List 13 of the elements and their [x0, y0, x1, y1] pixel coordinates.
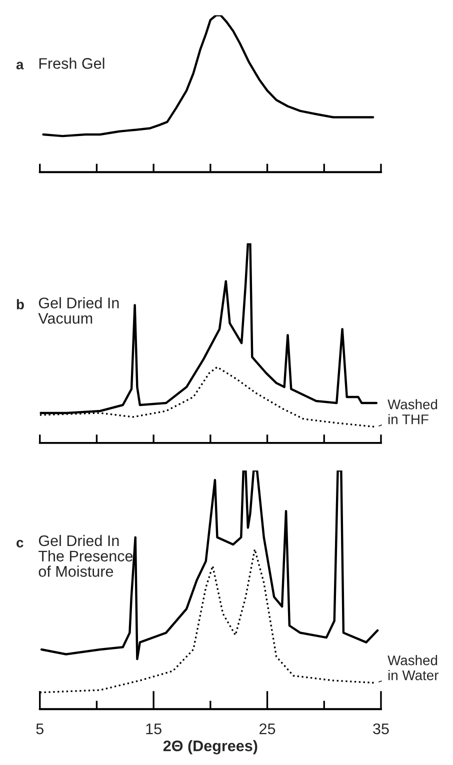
- x-tick-label: 5: [36, 724, 44, 734]
- series-label: Washed in THF: [388, 399, 438, 424]
- x-tick-label: 25: [260, 723, 276, 734]
- x-tick-label: 35: [373, 723, 389, 734]
- text: Gel Dried In Vacuum: [38, 297, 119, 324]
- text: a: [16, 62, 24, 70]
- text: Gel Dried In The Presence of Moisture: [38, 534, 133, 577]
- x-tick-label: 15: [146, 724, 162, 734]
- series-label: Washed in Water: [388, 655, 438, 680]
- text: b: [16, 299, 24, 310]
- text: c: [16, 540, 24, 548]
- x-axis-title: 2Θ (Degrees): [163, 740, 258, 754]
- text: Fresh Gel: [39, 58, 104, 69]
